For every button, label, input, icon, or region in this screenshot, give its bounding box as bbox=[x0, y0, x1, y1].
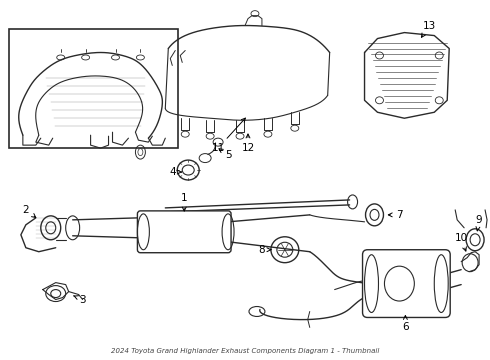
Text: 7: 7 bbox=[389, 210, 403, 220]
Text: 12: 12 bbox=[242, 134, 255, 153]
Text: 10: 10 bbox=[455, 233, 468, 251]
Text: 6: 6 bbox=[402, 316, 409, 332]
Text: 8: 8 bbox=[259, 245, 271, 255]
Text: 4: 4 bbox=[169, 167, 181, 177]
FancyBboxPatch shape bbox=[137, 211, 231, 253]
Text: 2: 2 bbox=[23, 205, 36, 217]
FancyBboxPatch shape bbox=[363, 250, 450, 318]
Text: 5: 5 bbox=[219, 149, 231, 160]
Bar bbox=[9, 28, 178, 148]
Text: 2024 Toyota Grand Highlander Exhaust Components Diagram 1 - Thumbnail: 2024 Toyota Grand Highlander Exhaust Com… bbox=[111, 348, 379, 354]
Text: 13: 13 bbox=[421, 21, 436, 37]
Text: 3: 3 bbox=[74, 294, 86, 305]
Text: 1: 1 bbox=[181, 193, 188, 211]
Text: 11: 11 bbox=[212, 118, 245, 153]
Text: 9: 9 bbox=[476, 215, 483, 231]
